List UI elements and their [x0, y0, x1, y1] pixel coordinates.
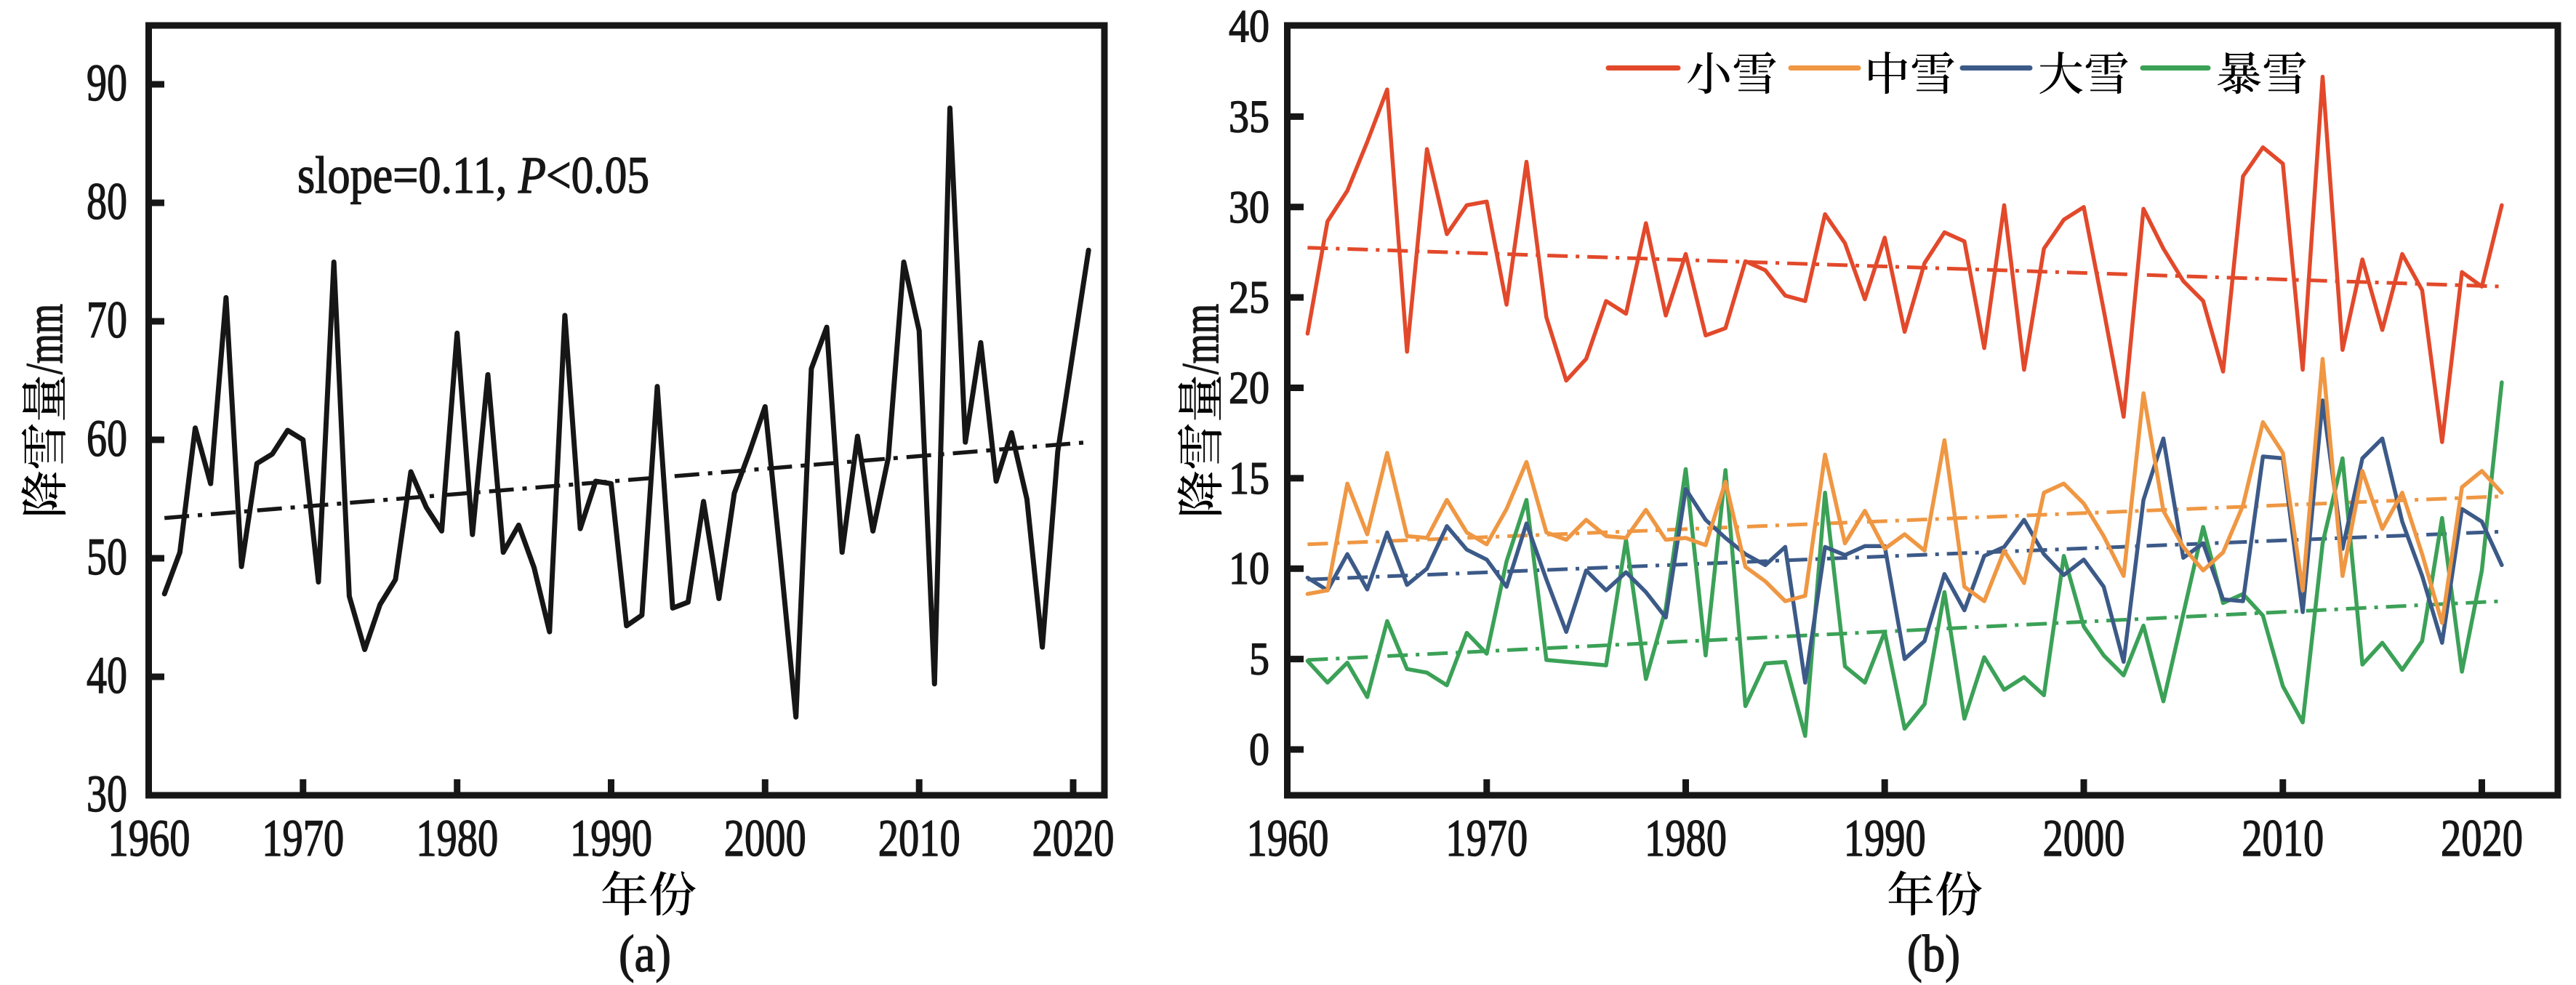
svg-text:15: 15 — [1229, 452, 1269, 504]
svg-text:10: 10 — [1229, 542, 1269, 594]
svg-text:2000: 2000 — [2043, 809, 2125, 867]
svg-text:1960: 1960 — [108, 809, 190, 867]
svg-text:1990: 1990 — [1844, 809, 1926, 867]
svg-text:1970: 1970 — [1445, 809, 1528, 867]
svg-text:70: 70 — [87, 291, 127, 349]
svg-text:30: 30 — [87, 765, 127, 823]
svg-text:0: 0 — [1249, 723, 1269, 775]
svg-text:50: 50 — [87, 528, 127, 586]
svg-text:<0.05: <0.05 — [546, 146, 649, 204]
svg-text:2020: 2020 — [1032, 809, 1115, 867]
svg-text:20: 20 — [1229, 362, 1269, 414]
svg-text:slope=0.11,: slope=0.11, — [297, 146, 518, 204]
svg-text:2000: 2000 — [724, 809, 806, 867]
svg-text:60: 60 — [87, 409, 127, 467]
svg-text:(a): (a) — [619, 925, 671, 983]
svg-text:2020: 2020 — [2441, 809, 2523, 867]
svg-text:2010: 2010 — [878, 809, 960, 867]
svg-text:2010: 2010 — [2242, 809, 2324, 867]
svg-text:5: 5 — [1249, 633, 1269, 685]
svg-text:(b): (b) — [1907, 925, 1960, 983]
svg-text:30: 30 — [1229, 181, 1269, 233]
svg-text:/mm: /mm — [1171, 304, 1229, 374]
svg-text:1980: 1980 — [416, 809, 498, 867]
svg-text:1970: 1970 — [262, 809, 344, 867]
svg-text:1980: 1980 — [1645, 809, 1727, 867]
svg-text:40: 40 — [87, 646, 127, 704]
svg-text:80: 80 — [87, 172, 127, 230]
svg-text:90: 90 — [87, 54, 127, 112]
svg-text:1960: 1960 — [1247, 809, 1329, 867]
svg-text:40: 40 — [1229, 0, 1269, 52]
svg-text:35: 35 — [1229, 90, 1269, 142]
svg-text:/mm: /mm — [15, 304, 73, 374]
svg-text:25: 25 — [1229, 271, 1269, 323]
svg-text:P: P — [518, 146, 546, 204]
svg-text:1990: 1990 — [570, 809, 652, 867]
